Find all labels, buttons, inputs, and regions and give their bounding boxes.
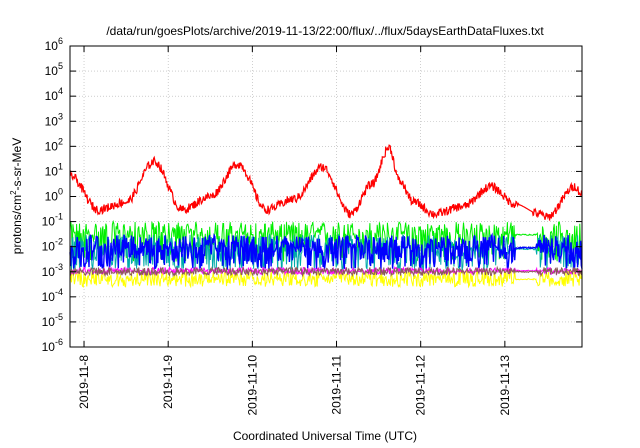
y-tick-base: 10 [45,114,59,128]
y-tick-exp: 5 [58,61,63,71]
y-tick-label: 106 [45,36,63,53]
x-tick-label: 2019-11-12 [414,355,428,416]
y-tick-base: 10 [42,240,56,254]
y-tick-label: 10-4 [42,287,63,304]
y-tick-label: 104 [45,86,63,103]
y-axis-label-base: protons/cm [10,195,24,254]
y-tick-exp: -5 [55,312,63,322]
y-axis-label-sup: 2 [9,190,18,195]
y-tick-exp: 2 [58,136,63,146]
chart-title: /data/run/goesPlots/archive/2019-11-13/2… [106,24,544,38]
x-axis-label: Coordinated Universal Time (UTC) [233,429,417,443]
y-tick-exp: 0 [58,187,63,197]
y-tick-label: 10-1 [42,212,63,229]
y-tick-exp: 6 [58,36,63,46]
y-axis-label: protons/cm2-s-sr-MeV [9,138,24,254]
y-tick-exp: -6 [55,337,63,347]
y-tick-label: 102 [45,136,63,153]
series-layer [69,144,583,289]
y-tick-base: 10 [42,265,56,279]
y-tick-base: 10 [45,139,59,153]
y-tick-base: 10 [42,215,56,229]
y-tick-label: 103 [45,111,63,128]
x-tick-label: 2019-11-13 [498,355,512,416]
y-tick-base: 10 [45,39,59,53]
y-tick-label: 10-3 [42,262,63,279]
y-tick-exp: 3 [58,111,63,121]
series-line-3 [69,232,583,272]
y-tick-label: 100 [45,187,63,204]
y-tick-exp: -1 [55,212,63,222]
x-tick-label: 2019-11-11 [330,355,344,415]
y-tick-exp: -4 [55,287,63,297]
y-tick-base: 10 [42,340,56,354]
y-tick-exp: 1 [58,161,63,171]
y-tick-base: 10 [45,190,59,204]
x-tick-label: 2019-11-8 [77,355,91,409]
y-tick-base: 10 [45,164,59,178]
y-tick-exp: -3 [55,262,63,272]
y-tick-base: 10 [42,315,56,329]
y-tick-exp: 4 [58,86,63,96]
x-tick-label: 2019-11-10 [245,355,259,416]
axis-ticks [70,45,582,348]
y-tick-exp: -2 [55,237,63,247]
y-tick-label: 105 [45,61,63,78]
y-tick-label: 101 [45,161,63,178]
x-tick-label: 2019-11-9 [161,355,175,409]
y-tick-labels: 10610510410310210110010-110-210-310-410-… [42,36,63,354]
y-axis-label-rest: -s-sr-MeV [10,138,24,191]
y-tick-label: 10-2 [42,237,63,254]
x-tick-labels: 2019-11-8 2019-11-9 2019-11-10 2019-11-11 20… [77,355,512,416]
y-tick-base: 10 [42,290,56,304]
y-tick-base: 10 [45,89,59,103]
y-tick-label: 10-6 [42,337,63,354]
series-line-6 [69,265,583,278]
y-tick-label: 10-5 [42,312,63,329]
series-line-0 [70,144,583,221]
y-tick-base: 10 [45,64,59,78]
